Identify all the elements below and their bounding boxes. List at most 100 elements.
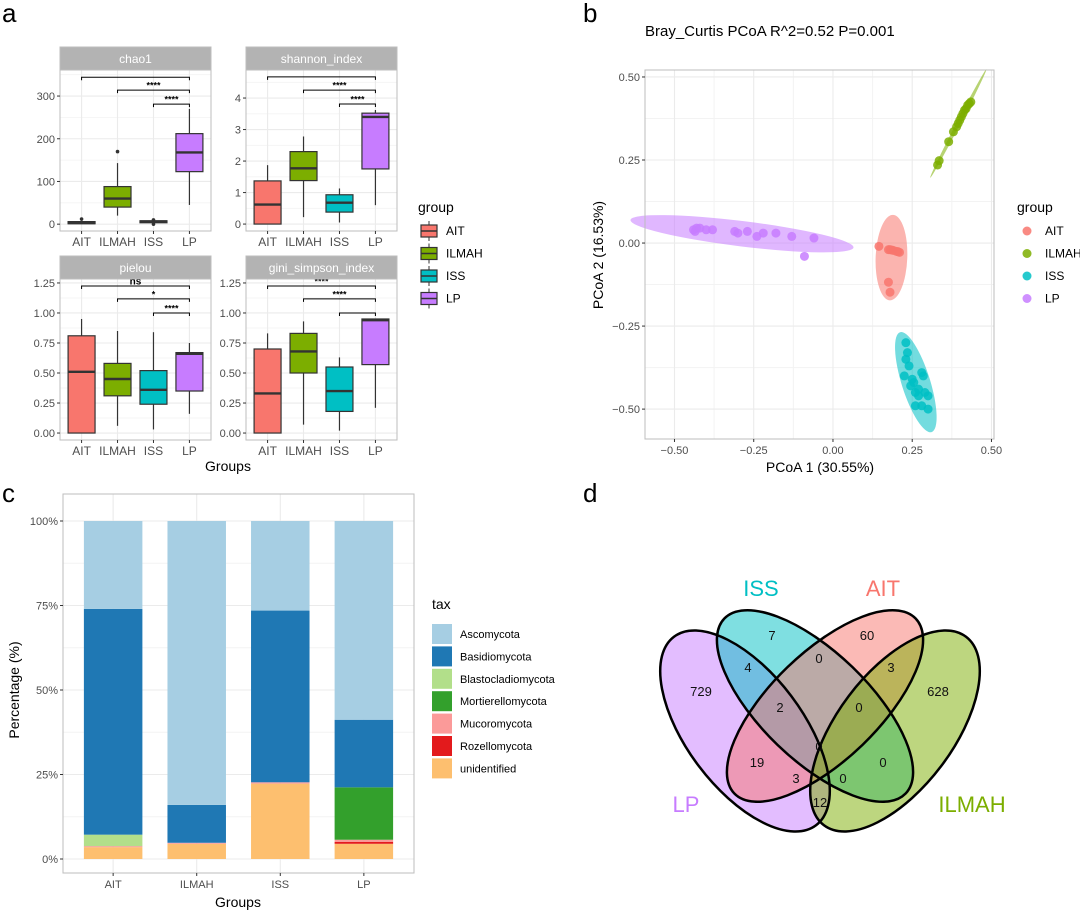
significance-label: **** <box>164 303 179 313</box>
box-LP <box>175 108 204 205</box>
panel-label-d: d <box>583 478 597 508</box>
y-tick-label: 3 <box>235 125 241 137</box>
legend-label: AIT <box>446 224 465 238</box>
x-tick-label: LP <box>368 444 383 458</box>
y-tick-label: 0.00 <box>34 428 55 440</box>
venn-outline-LP <box>658 629 832 833</box>
bar-segment-Ascomycota <box>334 521 394 720</box>
venn-region-count: 0 <box>815 739 822 754</box>
venn-set-label: AIT <box>866 576 900 601</box>
significance-bracket: **** <box>338 95 376 108</box>
legend-label: Ascomycota <box>460 629 521 641</box>
outlier-point <box>115 149 120 154</box>
y-tick-label: 0.50 <box>220 368 241 380</box>
y-tick-label: 0 <box>49 219 55 231</box>
venn-region-count: 0 <box>839 771 846 786</box>
facet-title: chao1 <box>119 52 152 66</box>
bar-LP <box>334 521 394 859</box>
y-tick-label: 0% <box>42 854 58 866</box>
data-point <box>914 384 924 394</box>
significance-label: * <box>152 289 156 299</box>
x-tick-label: 0.50 <box>981 445 1002 457</box>
y-tick-label: 0.75 <box>34 338 55 350</box>
y-tick-label: 0.25 <box>619 155 640 167</box>
facet-strip <box>59 255 212 280</box>
significance-bracket <box>267 76 376 80</box>
significance-label: **** <box>332 81 347 91</box>
data-point <box>883 277 893 287</box>
legend-key <box>432 646 452 667</box>
bracket-line <box>338 103 376 108</box>
legend-label: Mortierellomycota <box>460 696 548 708</box>
legend-item-Rozellomycota: Rozellomycota <box>432 736 533 756</box>
box-ILMAH <box>103 149 132 216</box>
x-tick-label: −0.50 <box>661 445 689 457</box>
bar-segment-Mucoromycota <box>83 846 143 848</box>
data-point <box>799 251 809 261</box>
x-tick-label: LP <box>182 235 197 249</box>
y-tick-label: 1 <box>235 188 241 200</box>
series-LP <box>630 215 854 261</box>
x-tick-label: AIT <box>258 235 277 249</box>
bracket-line <box>267 76 376 80</box>
box-LP <box>361 318 390 408</box>
significance-bracket: **** <box>303 81 376 94</box>
facet-title: shannon_index <box>281 52 362 66</box>
y-tick-label: 1.00 <box>34 308 55 320</box>
box-iqr <box>289 332 318 374</box>
legend-key-point <box>1022 271 1032 281</box>
x-tick-label: AIT <box>72 444 91 458</box>
bar-segment-unidentified <box>334 843 394 859</box>
y-tick-label: 1.25 <box>34 278 55 290</box>
bracket-line <box>81 76 190 81</box>
bar-segment-Basidiomycota <box>251 610 310 783</box>
box-x-axis-title: Groups <box>205 458 251 474</box>
y-tick-label: 100% <box>30 516 58 528</box>
box-iqr <box>361 318 390 366</box>
legend-item-Mortierellomycota: Mortierellomycota <box>432 691 548 712</box>
legend-item-Mucoromycota: Mucoromycota <box>432 713 533 734</box>
venn-outline-ILMAH <box>808 629 982 833</box>
legend-key <box>432 691 452 712</box>
data-point <box>885 287 895 297</box>
series-ILMAH <box>930 69 987 178</box>
panel-label-b: b <box>583 0 597 28</box>
bracket-line <box>117 298 190 302</box>
y-tick-label: 0 <box>235 219 241 231</box>
legend-key <box>432 624 452 644</box>
bar-segment-Mucoromycota <box>334 839 394 842</box>
significance-bracket: **** <box>152 95 190 108</box>
bracket-line <box>267 285 376 289</box>
bar-y-axis-title: Percentage (%) <box>6 641 22 738</box>
bar-segment-Ascomycota <box>251 521 310 611</box>
venn-region-count: 628 <box>927 684 949 699</box>
legend-label: Rozellomycota <box>460 741 533 753</box>
y-tick-label: 2 <box>235 156 241 168</box>
data-point <box>895 247 905 257</box>
data-point <box>944 137 954 147</box>
box-iqr <box>103 185 132 208</box>
significance-label: **** <box>146 81 161 91</box>
data-point <box>956 112 966 122</box>
panel-label-a: a <box>2 0 17 28</box>
x-tick-label: LP <box>357 879 370 891</box>
data-point <box>923 404 933 414</box>
venn-region-count: 3 <box>887 660 894 675</box>
venn-region-count: 3 <box>792 771 799 786</box>
venn-region-count: 19 <box>750 755 764 770</box>
legend-label: ISS <box>1045 269 1064 283</box>
pcoa-y-axis-title: PCoA 2 (16.53%) <box>590 201 606 309</box>
y-tick-label: 0.25 <box>34 398 55 410</box>
panel-label-c: c <box>2 478 15 508</box>
data-point <box>901 338 911 348</box>
outlier-point <box>151 222 156 226</box>
pcoa-title: Bray_Curtis PCoA R^2=0.52 P=0.001 <box>645 23 895 40</box>
venn-set-AIT <box>726 610 924 802</box>
box-iqr <box>67 335 96 434</box>
x-tick-label: AIT <box>258 444 277 458</box>
bracket-line <box>152 103 190 108</box>
data-point <box>874 241 884 251</box>
venn-region-count: 2 <box>776 700 783 715</box>
